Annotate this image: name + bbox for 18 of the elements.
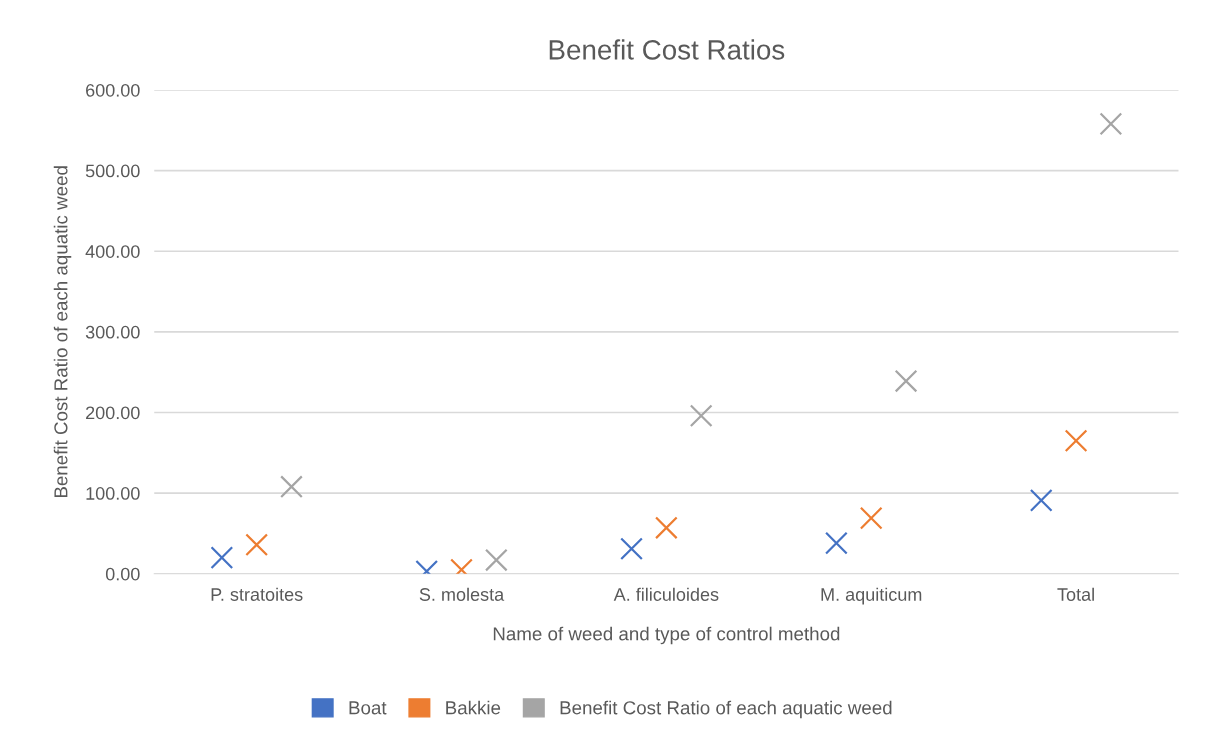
x-tick-label: M. aquiticum xyxy=(821,587,922,605)
legend-label: Bakkie xyxy=(446,700,501,715)
x-tick-label: Total xyxy=(1057,587,1094,601)
x-axis-title: Name of weed and type of control method xyxy=(493,626,840,645)
y-tick-label: 400.00 xyxy=(85,245,140,258)
x-tick-label: P. stratoites xyxy=(211,587,303,601)
y-tick-label: 500.00 xyxy=(85,164,140,178)
legend-label: Benefit Cost Ratio of each aquatic weed xyxy=(560,700,892,719)
x-tick-label: A. filiculoides xyxy=(613,587,719,601)
y-tick-label: 0.00 xyxy=(105,567,140,581)
y-tick-label: 600.00 xyxy=(86,83,140,97)
y-axis-title: Benefit Cost Ratio of each aquatic weed xyxy=(53,166,72,498)
legend-label: Boat xyxy=(349,701,387,715)
chart-title: Benefit Cost Ratios xyxy=(549,39,785,60)
y-tick-label: 200.00 xyxy=(86,406,140,420)
x-tick-label: S. molesta xyxy=(419,587,505,601)
y-tick-label: 100.00 xyxy=(86,487,140,500)
y-tick-label: 300.00 xyxy=(85,325,140,339)
